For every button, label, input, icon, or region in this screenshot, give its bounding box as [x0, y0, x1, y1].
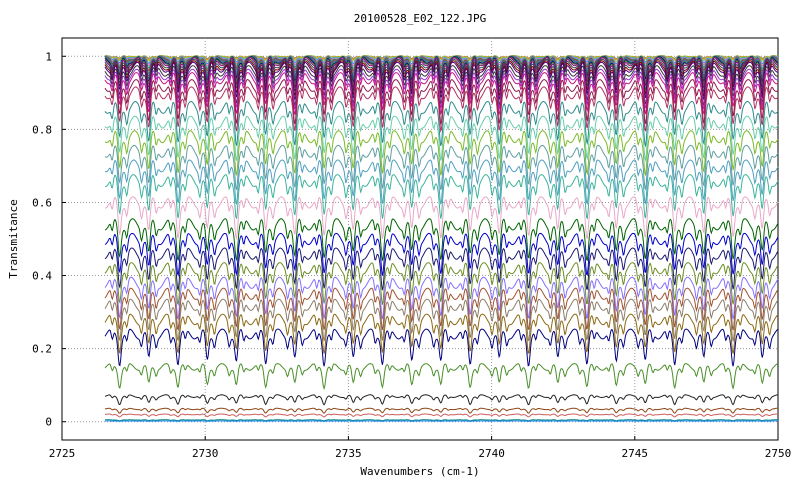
x-tick-label: 2725 — [49, 447, 76, 460]
series-line — [105, 420, 778, 422]
series-group — [104, 55, 779, 422]
series-line — [104, 262, 779, 307]
x-tick-label: 2730 — [192, 447, 219, 460]
series-line — [104, 232, 779, 277]
series-line — [104, 247, 779, 292]
axes: 2725 2730 2735 2740 2745 2750 0 0.2 0.4 0.6 0.8 1 — [32, 50, 791, 460]
series-line — [104, 57, 779, 90]
series-line — [104, 394, 779, 406]
series-line — [104, 86, 779, 133]
series-line — [104, 174, 779, 220]
x-tick-label: 2750 — [765, 447, 792, 460]
series-line — [104, 276, 779, 321]
y-tick-label: 0.8 — [32, 123, 52, 136]
series-line — [105, 196, 779, 241]
x-tick-label: 2745 — [622, 447, 649, 460]
x-tick-label: 2735 — [335, 447, 362, 460]
series-line — [104, 287, 779, 331]
series-line — [104, 328, 779, 367]
series-line — [104, 298, 779, 342]
series-line — [104, 61, 778, 101]
y-tick-label: 0.2 — [32, 343, 52, 356]
series-line — [104, 144, 779, 191]
y-axis-label: Transmitance — [7, 199, 20, 278]
series-line — [105, 55, 779, 63]
series-line — [104, 79, 779, 126]
x-axis-label: Wavenumbers (cm-1) — [360, 465, 479, 478]
series-line — [104, 218, 779, 262]
series-line — [104, 68, 779, 111]
series-line — [104, 313, 779, 355]
series-line — [104, 159, 779, 205]
y-tick-label: 0.4 — [32, 270, 52, 283]
series-line — [104, 100, 779, 148]
series-line — [104, 115, 779, 163]
series-line — [104, 72, 779, 117]
y-tick-label: 1 — [45, 50, 52, 63]
x-tick-label: 2740 — [478, 447, 505, 460]
y-tick-label: 0.6 — [32, 196, 52, 209]
series-line — [104, 130, 779, 177]
series-line — [104, 419, 778, 422]
series-line — [104, 407, 778, 414]
series-line — [104, 363, 779, 391]
chart-title: 20100528_E02_122.JPG — [354, 12, 486, 25]
series-line — [104, 413, 778, 418]
y-tick-label: 0 — [45, 416, 52, 429]
